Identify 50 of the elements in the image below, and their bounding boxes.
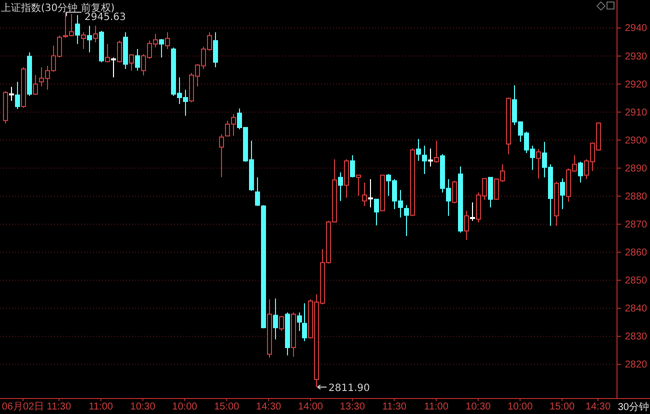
x-tick-label: 10:00: [172, 402, 198, 412]
x-tick-label: 11:00: [88, 402, 114, 412]
candlestick: [536, 148, 541, 180]
candlestick: [111, 58, 116, 78]
candlestick: [273, 298, 278, 340]
candlestick: [87, 25, 92, 53]
x-axis-title: 30分钟: [618, 401, 649, 413]
candlestick: [165, 32, 170, 50]
x-tick-label: 13:30: [340, 402, 366, 412]
x-tick-label: 10:00: [508, 402, 534, 412]
candlestick: [416, 138, 421, 162]
candlestick: [338, 172, 343, 202]
candlestick: [362, 182, 367, 207]
candlestick: [81, 32, 86, 50]
y-tick-label: 2870: [624, 219, 648, 230]
y-tick-label: 2900: [624, 135, 648, 146]
y-tick-label: 2940: [624, 23, 648, 34]
x-tick-label: 10:30: [130, 402, 156, 412]
candlestick: [302, 302, 307, 342]
x-tick-label: 10:30: [466, 402, 492, 412]
x-tick-label: 14:30: [585, 402, 611, 412]
y-tick-label: 2850: [624, 275, 648, 286]
y-tick-label: 2880: [624, 191, 648, 202]
candlestick: [464, 210, 469, 240]
y-tick-label: 2820: [624, 360, 648, 371]
x-tick-label: 15:00: [214, 402, 240, 412]
annotation: 2811.90: [328, 383, 370, 394]
y-tick-label: 2910: [624, 107, 648, 118]
x-tick-label: 15:00: [550, 402, 576, 412]
candlestick: [213, 32, 218, 68]
y-tick-label: 2840: [624, 304, 648, 315]
x-tick-label: 11:30: [382, 402, 407, 412]
y-tick-label: 2890: [624, 163, 648, 174]
candlestick: [123, 32, 128, 70]
x-tick-label: 06月02日: [2, 402, 44, 412]
candlestick: [75, 14, 80, 45]
candlestick: [297, 312, 302, 332]
y-tick-label: 2830: [624, 332, 648, 343]
x-tick-label: 14:30: [256, 402, 282, 412]
x-tick-label: 11:00: [424, 402, 449, 412]
y-tick-label: 2930: [624, 51, 648, 62]
candlestick: [368, 178, 373, 208]
y-tick-label: 2920: [624, 79, 648, 90]
x-tick-label: 14:00: [298, 402, 324, 412]
chart-title: 上证指数(30分钟 前复权): [1, 2, 115, 14]
x-tick-label: 11:30: [46, 402, 72, 412]
annotation: 2945.63: [84, 12, 126, 24]
y-tick-label: 2860: [624, 247, 648, 258]
candlestick: [422, 145, 427, 175]
candlestick: [404, 204, 409, 236]
